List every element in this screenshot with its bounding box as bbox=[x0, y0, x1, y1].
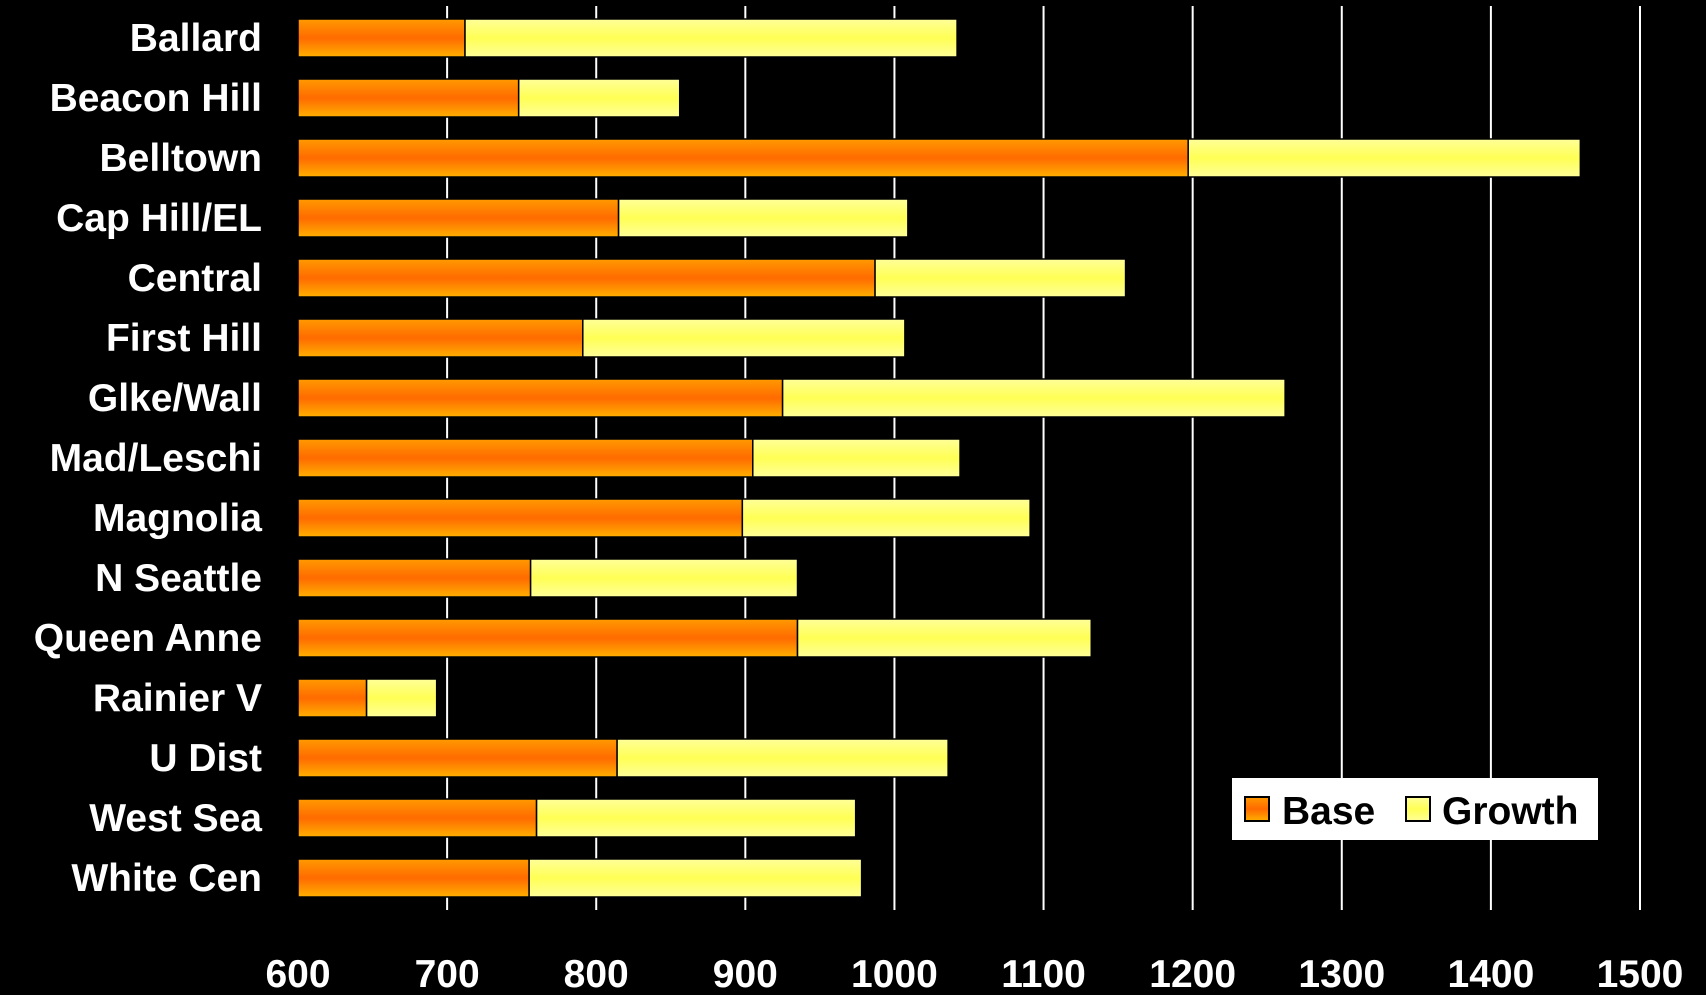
category-label: Central bbox=[128, 257, 262, 300]
legend: Base Growth bbox=[1232, 778, 1598, 840]
x-tick-label: 800 bbox=[564, 953, 629, 995]
category-label: N Seattle bbox=[95, 557, 262, 600]
category-label: Cap Hill/EL bbox=[56, 197, 262, 240]
category-label: White Cen bbox=[71, 857, 262, 900]
legend-swatch-growth bbox=[1405, 796, 1431, 822]
x-tick-label: 1500 bbox=[1597, 953, 1684, 995]
category-label: Ballard bbox=[130, 17, 262, 60]
bar-base-2 bbox=[297, 138, 1189, 178]
bar-growth-14 bbox=[528, 858, 863, 898]
category-label: Queen Anne bbox=[34, 617, 262, 660]
bar-growth-3 bbox=[617, 198, 909, 238]
bar-growth-2 bbox=[1187, 138, 1582, 178]
category-label: First Hill bbox=[106, 317, 262, 360]
category-label: Belltown bbox=[100, 137, 263, 180]
legend-label-base: Base bbox=[1282, 790, 1375, 833]
bar-growth-5 bbox=[582, 318, 906, 358]
bar-growth-12 bbox=[616, 738, 949, 778]
bar-base-1 bbox=[297, 78, 520, 118]
bar-growth-4 bbox=[874, 258, 1127, 298]
x-tick-label: 1300 bbox=[1298, 953, 1385, 995]
bar-base-7 bbox=[297, 438, 754, 478]
bar-base-9 bbox=[297, 558, 532, 598]
x-tick-label: 1400 bbox=[1448, 953, 1535, 995]
bar-growth-9 bbox=[529, 558, 799, 598]
bar-base-6 bbox=[297, 378, 784, 418]
x-tick-label: 1200 bbox=[1149, 953, 1236, 995]
category-label: Rainier V bbox=[93, 677, 262, 720]
bars bbox=[297, 18, 1582, 898]
bar-growth-1 bbox=[517, 78, 681, 118]
bar-base-14 bbox=[297, 858, 530, 898]
x-tick-label: 600 bbox=[265, 953, 330, 995]
bar-growth-11 bbox=[365, 678, 438, 718]
bar-base-11 bbox=[297, 678, 368, 718]
bar-base-13 bbox=[297, 798, 538, 838]
bar-base-4 bbox=[297, 258, 876, 298]
bar-growth-7 bbox=[752, 438, 961, 478]
legend-label-growth: Growth bbox=[1442, 790, 1578, 833]
category-label: Glke/Wall bbox=[88, 377, 262, 420]
category-label: West Sea bbox=[89, 797, 262, 840]
bar-growth-10 bbox=[796, 618, 1093, 658]
x-tick-label: 900 bbox=[713, 953, 778, 995]
x-tick-label: 1000 bbox=[851, 953, 938, 995]
category-label: Mad/Leschi bbox=[50, 437, 262, 480]
bar-base-12 bbox=[297, 738, 618, 778]
x-tick-labels: 600 700 800 900 1000 1100 1200 1300 1400 1500 bbox=[265, 953, 1683, 995]
x-tick-label: 700 bbox=[415, 953, 480, 995]
legend-swatch-base bbox=[1244, 796, 1270, 822]
bar-growth-13 bbox=[535, 798, 857, 838]
bar-base-8 bbox=[297, 498, 744, 538]
bar-growth-8 bbox=[741, 498, 1031, 538]
bar-growth-0 bbox=[464, 18, 958, 58]
category-label: U Dist bbox=[149, 737, 262, 780]
bar-base-5 bbox=[297, 318, 584, 358]
category-labels: Ballard Beacon Hill Belltown Cap Hill/EL Cen… bbox=[34, 17, 263, 900]
bar-base-0 bbox=[297, 18, 466, 58]
category-label: Magnolia bbox=[93, 497, 262, 540]
bar-growth-6 bbox=[781, 378, 1286, 418]
x-tick-label: 1100 bbox=[1001, 953, 1086, 995]
category-label: Beacon Hill bbox=[50, 77, 262, 120]
bar-base-3 bbox=[297, 198, 620, 238]
bar-base-10 bbox=[297, 618, 799, 658]
